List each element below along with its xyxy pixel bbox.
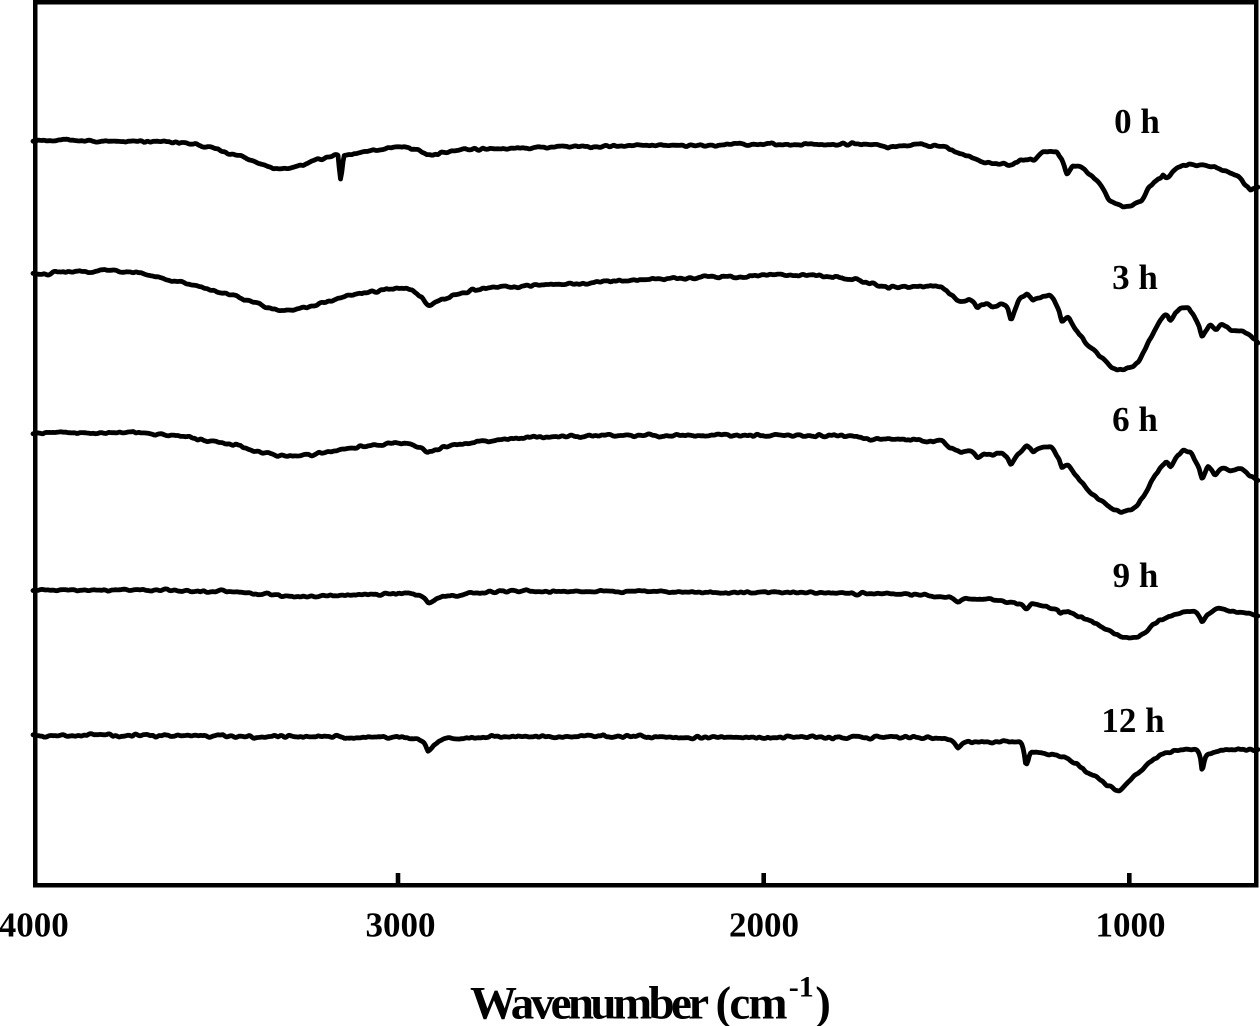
svg-text:12 h: 12 h <box>1101 701 1164 740</box>
svg-text:0 h: 0 h <box>1114 102 1160 141</box>
svg-text:1000: 1000 <box>1096 906 1166 945</box>
svg-text:Wavenumber (cm-1): Wavenumber (cm -1) <box>470 971 831 1026</box>
svg-text:2000: 2000 <box>729 906 799 945</box>
svg-text:6 h: 6 h <box>1112 400 1158 439</box>
svg-text:3 h: 3 h <box>1112 258 1158 297</box>
svg-text:4000: 4000 <box>0 906 69 945</box>
svg-text:3000: 3000 <box>366 906 436 945</box>
svg-text:9 h: 9 h <box>1113 556 1159 595</box>
